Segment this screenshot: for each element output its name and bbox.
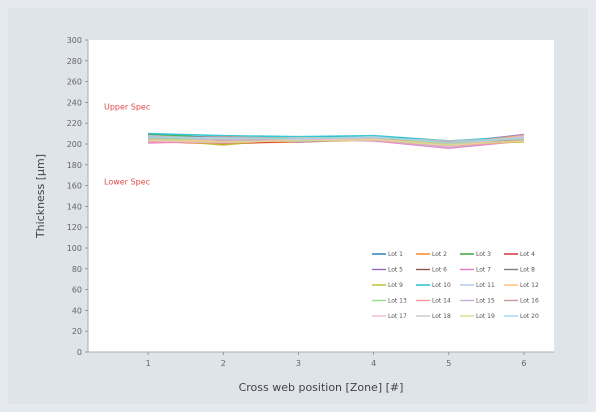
y-tick-label: 120 (67, 223, 82, 232)
y-tick-label: 300 (67, 36, 82, 45)
y-tick-label: 280 (67, 57, 82, 66)
x-tick-label: 4 (371, 359, 376, 368)
x-tick-label: 1 (146, 359, 151, 368)
x-tick-label: 2 (221, 359, 226, 368)
legend-label: Lot 11 (476, 282, 495, 289)
legend-label: Lot 4 (520, 251, 535, 258)
legend-label: Lot 14 (432, 298, 451, 305)
plot-area (88, 40, 554, 352)
y-tick-label: 200 (67, 140, 82, 149)
y-tick-label: 60 (72, 286, 82, 295)
y-tick-label: 220 (67, 119, 82, 128)
legend-label: Lot 2 (432, 251, 447, 258)
x-tick-label: 5 (446, 359, 451, 368)
legend-label: Lot 8 (520, 267, 535, 274)
y-tick-label: 160 (67, 182, 82, 191)
legend-label: Lot 20 (520, 313, 539, 320)
y-axis-label: Thickness [µm] (34, 154, 47, 239)
spec-limit-label: Lower Spec (104, 177, 150, 186)
legend-label: Lot 5 (388, 267, 403, 274)
legend-label: Lot 9 (388, 282, 403, 289)
legend-label: Lot 17 (388, 313, 407, 320)
y-tick-label: 40 (72, 306, 82, 315)
x-tick-label: 6 (521, 359, 526, 368)
legend-label: Lot 16 (520, 298, 539, 305)
series-line (148, 135, 524, 144)
legend-label: Lot 19 (476, 313, 495, 320)
y-tick-label: 260 (67, 78, 82, 87)
legend-label: Lot 1 (388, 251, 403, 258)
x-tick-label: 3 (296, 359, 301, 368)
legend-label: Lot 7 (476, 267, 491, 274)
y-tick-label: 80 (72, 265, 82, 274)
x-axis-label: Cross web position [Zone] [#] (239, 381, 404, 394)
legend-label: Lot 15 (476, 298, 495, 305)
legend-label: Lot 6 (432, 267, 447, 274)
y-tick-label: 180 (67, 161, 82, 170)
legend-label: Lot 10 (432, 282, 451, 289)
spec-limit-label: Upper Spec (104, 103, 150, 112)
y-tick-label: 0 (77, 348, 82, 357)
series-line (148, 138, 524, 146)
y-tick-label: 140 (67, 202, 82, 211)
legend-label: Lot 3 (476, 251, 491, 258)
legend-label: Lot 18 (432, 313, 451, 320)
y-tick-label: 240 (67, 98, 82, 107)
legend-label: Lot 13 (388, 298, 407, 305)
y-tick-label: 20 (72, 327, 82, 336)
legend-label: Lot 12 (520, 282, 539, 289)
y-tick-label: 100 (67, 244, 82, 253)
